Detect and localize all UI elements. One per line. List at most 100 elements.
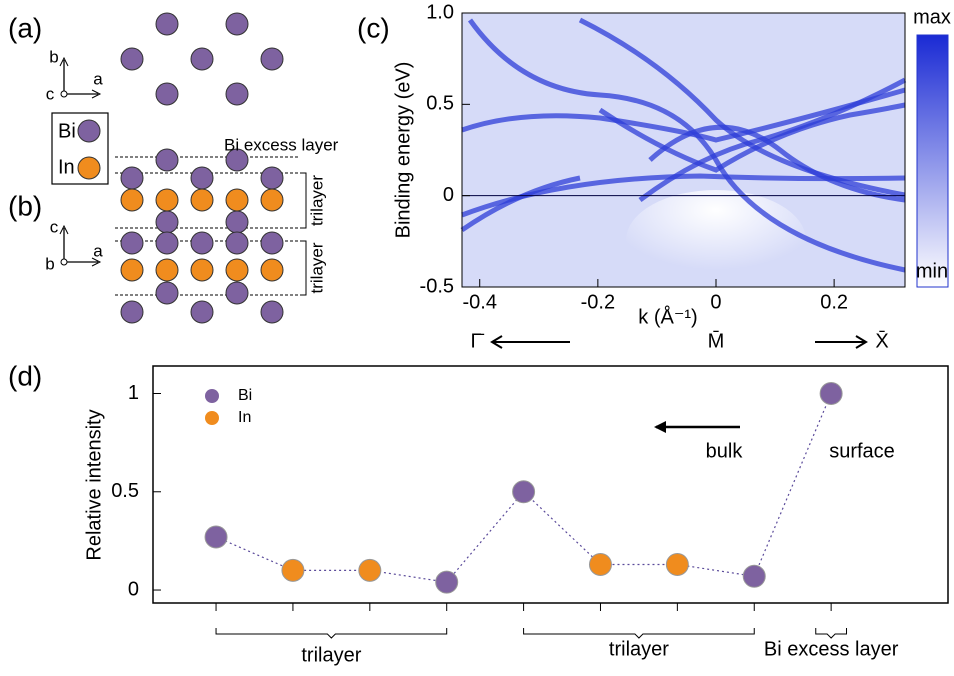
atom	[155, 148, 179, 172]
legend-marker	[205, 389, 219, 403]
atom	[190, 231, 214, 255]
y-tick-label: 1	[128, 382, 139, 404]
atom	[225, 148, 249, 172]
atom	[155, 210, 179, 234]
point	[204, 525, 228, 549]
y-tick-label: 0	[443, 184, 454, 206]
band	[648, 124, 906, 203]
k-point: X̄	[875, 329, 888, 352]
atom	[260, 166, 284, 190]
x-tick-label: -0.4	[462, 291, 496, 313]
layer-label: Bi excess layer	[224, 135, 339, 154]
point	[512, 480, 536, 504]
atom	[120, 47, 144, 71]
group-label: Bi excess layer	[764, 638, 899, 660]
panel-label: (d)	[8, 360, 42, 391]
axis-origin	[60, 258, 68, 266]
panel-label: (c)	[357, 12, 390, 43]
axis-label: c	[46, 84, 55, 103]
k-point: Γ̄	[470, 330, 484, 352]
y-tick-label: 0.5	[111, 480, 139, 502]
legend-box	[51, 112, 109, 185]
axis-label: b	[45, 254, 54, 273]
band	[578, 17, 906, 198]
atom	[155, 231, 179, 255]
k-point: M̄	[708, 329, 725, 352]
arrow-head	[91, 257, 102, 267]
atom	[120, 258, 144, 282]
panel-label: (a)	[8, 12, 42, 43]
atom	[120, 231, 144, 255]
legend-label: In	[238, 409, 251, 426]
panel-label: (b)	[8, 190, 42, 221]
point	[281, 558, 305, 582]
frame	[152, 365, 949, 604]
band-map-gap	[626, 190, 806, 290]
arrow-head	[855, 335, 868, 349]
band	[460, 175, 581, 233]
arrow-head	[59, 224, 69, 235]
group-label: trilayer	[301, 644, 361, 666]
atom	[260, 300, 284, 324]
band	[638, 77, 907, 203]
atom	[260, 258, 284, 282]
y-tick-label: 0	[128, 578, 139, 600]
axis-label: a	[93, 241, 103, 260]
y-tick-label: 1.0	[426, 1, 454, 23]
y-tick-label: -0.5	[420, 275, 454, 297]
axis-label: c	[50, 217, 59, 236]
group-bracket	[815, 628, 848, 639]
y-tick-label: 0.5	[426, 93, 454, 115]
atom	[77, 119, 101, 143]
legend-label: Bi	[58, 120, 76, 142]
atom	[120, 300, 144, 324]
point	[588, 552, 612, 576]
x-tick-label: 0.2	[820, 291, 848, 313]
connector	[215, 393, 832, 583]
band	[461, 87, 906, 143]
colorbar	[916, 34, 949, 288]
legend-label: In	[58, 156, 75, 178]
point	[665, 552, 689, 576]
atom	[155, 82, 179, 106]
arrow-head	[654, 421, 666, 433]
legend-marker	[205, 411, 219, 425]
arrow-head	[59, 56, 69, 67]
atom	[155, 258, 179, 282]
atom	[225, 12, 249, 36]
group-bracket	[215, 628, 448, 639]
arrow-head	[91, 89, 102, 99]
atom	[77, 156, 101, 180]
bracket	[300, 172, 307, 229]
group-label: trilayer	[609, 638, 669, 660]
arrow-head	[490, 335, 503, 349]
annotation: surface	[829, 440, 895, 462]
atom	[190, 258, 214, 282]
atom	[190, 47, 214, 71]
axis-label: a	[93, 69, 103, 88]
axis-origin	[60, 90, 68, 98]
atom	[225, 281, 249, 305]
x-axis-label: k (Å⁻¹)	[638, 305, 697, 328]
frame	[461, 12, 906, 288]
atom	[225, 231, 249, 255]
x-tick-label: -0.2	[581, 291, 615, 313]
layer-label: trilayer	[307, 175, 326, 226]
atom	[260, 47, 284, 71]
layer-label: trilayer	[307, 242, 326, 293]
point	[742, 564, 766, 588]
atom	[190, 300, 214, 324]
axis-label: b	[49, 47, 58, 66]
y-axis-label: Relative intensity	[83, 409, 105, 560]
atom	[155, 12, 179, 36]
atom	[225, 210, 249, 234]
atom	[155, 188, 179, 212]
colorbar-label: min	[916, 260, 948, 282]
colorbar-label: max	[913, 6, 951, 28]
atom	[155, 281, 179, 305]
x-tick-label: 0	[710, 291, 721, 313]
atom	[190, 188, 214, 212]
atom	[260, 231, 284, 255]
legend-label: Bi	[238, 387, 252, 404]
atom	[225, 82, 249, 106]
